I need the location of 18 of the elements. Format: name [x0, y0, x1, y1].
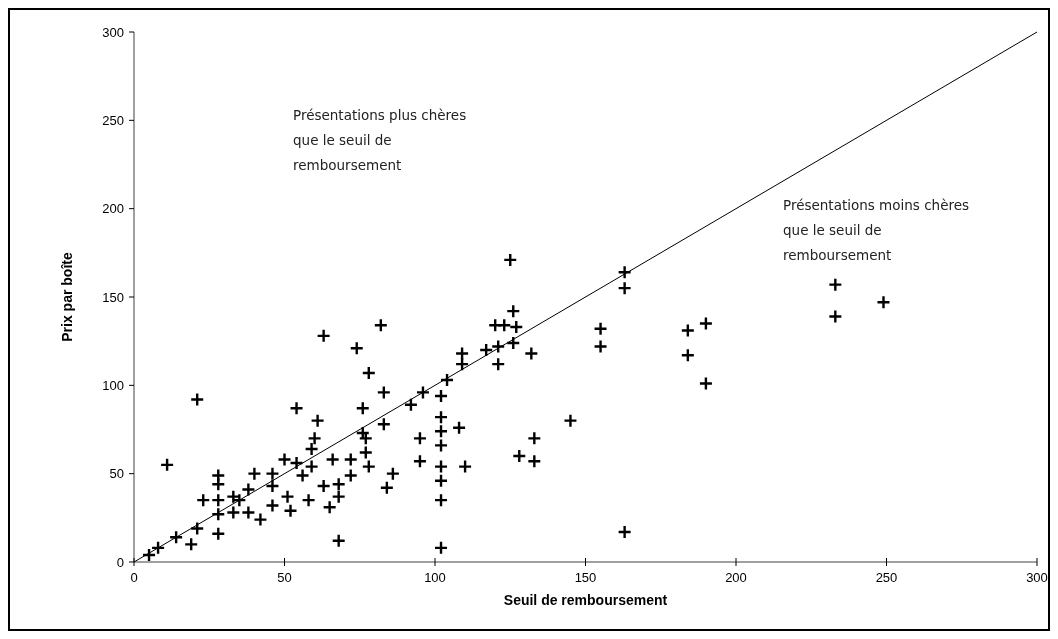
y-tick-label: 200 [102, 201, 124, 217]
x-tick-label: 200 [725, 570, 747, 585]
y-tick-label: 300 [102, 24, 124, 40]
annotation: Présentations moins chères que le seuil de remboursement [783, 197, 970, 263]
x-tick-label: 250 [875, 570, 898, 585]
y-tick-label: 100 [102, 377, 124, 393]
x-tick-label: 50 [277, 570, 292, 585]
annotation: Présentations plus chères que le seuil de remboursement [293, 107, 467, 173]
x-tick-label: 300 [1026, 570, 1048, 585]
x-axis-title: Seuil de remboursement [503, 592, 668, 608]
x-tick-label: 150 [574, 570, 597, 585]
y-tick-label: 150 [102, 289, 124, 305]
y-axis-title: Prix par boîte [59, 252, 75, 342]
y-tick-label: 50 [109, 466, 124, 482]
x-tick-label: 0 [130, 570, 138, 585]
y-tick-label: 0 [116, 554, 124, 570]
y-tick-label: 250 [102, 112, 124, 128]
x-tick-label: 100 [424, 570, 446, 585]
